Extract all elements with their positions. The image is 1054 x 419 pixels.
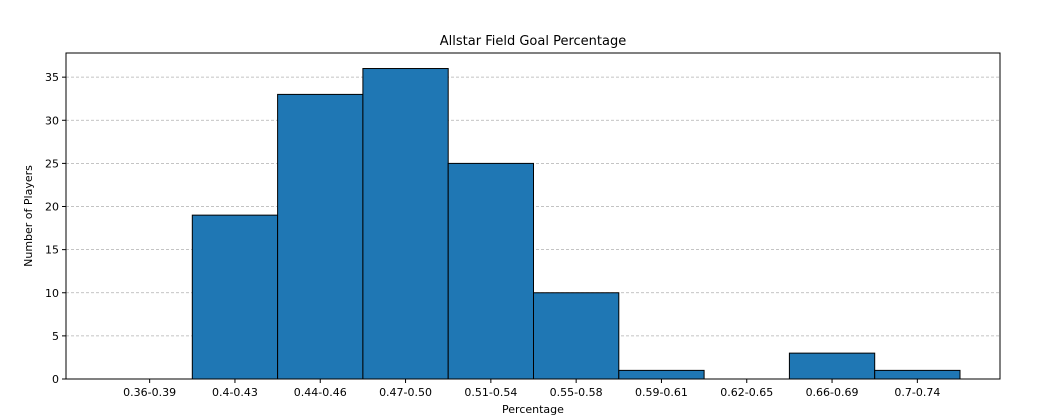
x-tick-label-0.55-0.58: 0.55-0.58 bbox=[550, 386, 603, 399]
y-axis: 0 5 10 15 20 25 30 35 bbox=[45, 71, 66, 386]
x-tick-label-0.47-0.50: 0.47-0.50 bbox=[379, 386, 432, 399]
x-tick-label-0.66-0.69: 0.66-0.69 bbox=[806, 386, 859, 399]
x-tick-label-0.44-0.46: 0.44-0.46 bbox=[294, 386, 347, 399]
bar-0.55-0.58 bbox=[533, 292, 620, 380]
x-tick-label-0.4-0.43: 0.4-0.43 bbox=[212, 386, 258, 399]
x-axis: 0.36-0.39 0.4-0.43 0.44-0.46 0.47-0.50 0.51-… bbox=[123, 379, 940, 399]
bar-0.4-0.43 bbox=[191, 214, 279, 380]
y-tick-label-10: 10 bbox=[45, 287, 59, 300]
x-axis-title: Percentage bbox=[502, 403, 564, 416]
x-tick-label-0.51-0.54: 0.51-0.54 bbox=[464, 386, 517, 399]
bar-0.59-0.61 bbox=[618, 369, 705, 380]
y-tick-label-35: 35 bbox=[45, 71, 59, 84]
x-tick-label-0.62-0.65: 0.62-0.65 bbox=[720, 386, 773, 399]
y-tick-label-30: 30 bbox=[45, 114, 59, 127]
x-tick-label-0.7-0.74: 0.7-0.74 bbox=[894, 386, 940, 399]
bar-0.66-0.69 bbox=[788, 352, 876, 380]
y-axis-title: Number of Players bbox=[22, 165, 35, 267]
bars-layer bbox=[191, 68, 961, 380]
y-tick-label-15: 15 bbox=[45, 244, 59, 257]
bar-0.7-0.74 bbox=[874, 369, 961, 380]
y-tick-label-0: 0 bbox=[52, 373, 59, 386]
bar-0.44-0.46 bbox=[277, 93, 364, 380]
y-tick-label-25: 25 bbox=[45, 157, 59, 170]
x-tick-label-0.59-0.61: 0.59-0.61 bbox=[635, 386, 688, 399]
bar-0.47-0.50 bbox=[362, 68, 449, 380]
y-tick-label-20: 20 bbox=[45, 201, 59, 214]
bar-0.51-0.54 bbox=[447, 162, 535, 380]
y-tick-label-5: 5 bbox=[52, 330, 59, 343]
x-tick-label-0.36-0.39: 0.36-0.39 bbox=[123, 386, 176, 399]
chart-title: Allstar Field Goal Percentage bbox=[440, 34, 626, 49]
plot-frame bbox=[65, 52, 1001, 380]
